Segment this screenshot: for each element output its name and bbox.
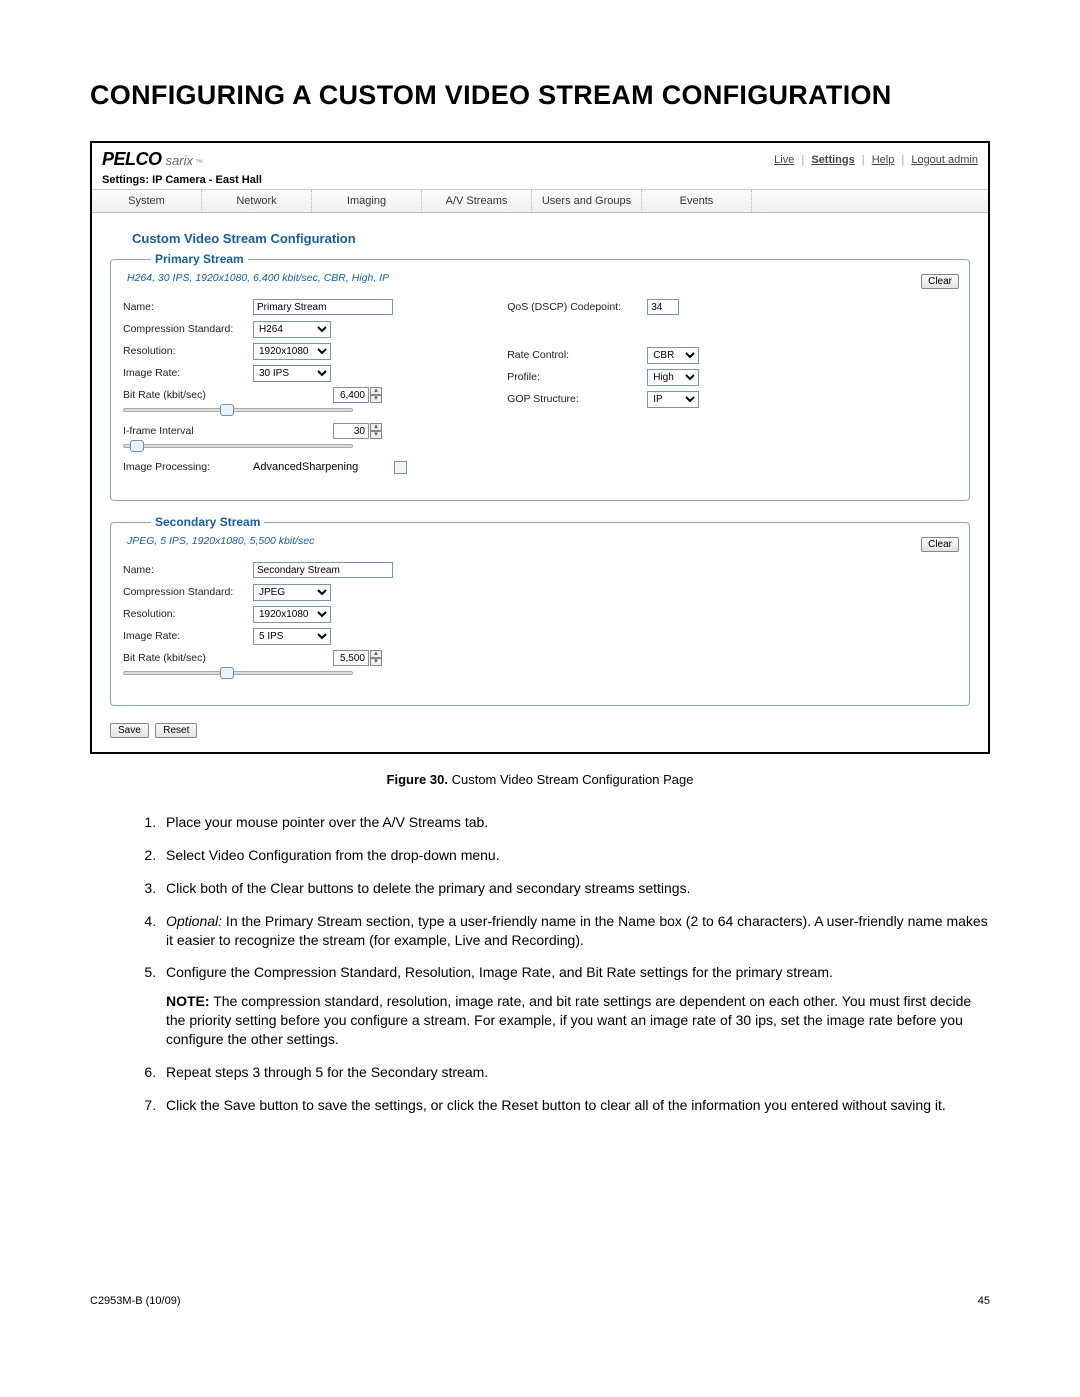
label-primary-compression: Compression Standard:: [123, 323, 253, 335]
spin-down-icon[interactable]: ▾: [370, 431, 382, 439]
link-settings[interactable]: Settings: [811, 154, 854, 166]
label-secondary-image-rate: Image Rate:: [123, 630, 253, 642]
primary-profile-select[interactable]: High: [647, 369, 699, 386]
primary-image-rate-select[interactable]: 30 IPS: [253, 365, 331, 382]
primary-gop-select[interactable]: IP: [647, 391, 699, 408]
primary-bitrate-slider[interactable]: [123, 408, 353, 412]
reset-button[interactable]: Reset: [155, 723, 197, 738]
label-secondary-name: Name:: [123, 564, 253, 576]
label-primary-resolution: Resolution:: [123, 345, 253, 357]
primary-iframe-spinner[interactable]: ▴▾: [333, 423, 382, 439]
logo-tm: ™: [195, 158, 203, 167]
instruction-3: Click both of the Clear buttons to delet…: [160, 879, 990, 898]
nav-tabs: System Network Imaging A/V Streams Users…: [92, 190, 988, 213]
primary-image-proc-value: AdvancedSharpening: [253, 461, 358, 473]
tab-network[interactable]: Network: [202, 190, 312, 212]
spin-down-icon[interactable]: ▾: [370, 395, 382, 403]
tab-imaging[interactable]: Imaging: [312, 190, 422, 212]
primary-iframe-slider[interactable]: [123, 444, 353, 448]
primary-qos-input[interactable]: [647, 299, 679, 315]
secondary-resolution-select[interactable]: 1920x1080: [253, 606, 331, 623]
top-links: Live | Settings | Help | Logout admin: [774, 154, 978, 166]
primary-iframe-input[interactable]: [333, 423, 369, 439]
primary-compression-select[interactable]: H264: [253, 321, 331, 338]
footer-page-num: 45: [978, 1295, 990, 1307]
label-primary-gop: GOP Structure:: [507, 393, 647, 405]
logo-sub: sarix: [166, 153, 193, 168]
instruction-5-note: The compression standard, resolution, im…: [166, 993, 971, 1047]
label-primary-bitrate: Bit Rate (kbit/sec): [123, 389, 253, 401]
label-secondary-resolution: Resolution:: [123, 608, 253, 620]
settings-location: Settings: IP Camera - East Hall: [92, 172, 988, 190]
secondary-clear-button[interactable]: Clear: [921, 537, 959, 552]
secondary-image-rate-select[interactable]: 5 IPS: [253, 628, 331, 645]
secondary-summary: JPEG, 5 IPS, 1920x1080, 5,500 kbit/sec: [127, 535, 957, 547]
secondary-name-input[interactable]: [253, 562, 393, 578]
instructions-list: Place your mouse pointer over the A/V St…: [90, 813, 990, 1115]
logo-main: PELCO: [102, 149, 162, 170]
slider-thumb-icon[interactable]: [220, 404, 234, 416]
secondary-bitrate-slider[interactable]: [123, 671, 353, 675]
primary-resolution-select[interactable]: 1920x1080: [253, 343, 331, 360]
primary-name-input[interactable]: [253, 299, 393, 315]
optional-prefix: Optional:: [166, 913, 222, 929]
spin-up-icon[interactable]: ▴: [370, 387, 382, 395]
figure-label: Figure 30.: [387, 772, 448, 787]
instruction-4: Optional: In the Primary Stream section,…: [160, 912, 990, 950]
tab-system[interactable]: System: [92, 190, 202, 212]
label-primary-image-rate: Image Rate:: [123, 367, 253, 379]
figure-text: Custom Video Stream Configuration Page: [452, 772, 694, 787]
primary-bitrate-input[interactable]: [333, 387, 369, 403]
label-secondary-bitrate: Bit Rate (kbit/sec): [123, 652, 253, 664]
label-primary-name: Name:: [123, 301, 253, 313]
link-help[interactable]: Help: [872, 154, 895, 166]
label-primary-qos: QoS (DSCP) Codepoint:: [507, 301, 647, 313]
save-button[interactable]: Save: [110, 723, 149, 738]
figure-caption: Figure 30. Custom Video Stream Configura…: [90, 772, 990, 787]
label-primary-rate-control: Rate Control:: [507, 349, 647, 361]
primary-rate-control-select[interactable]: CBR: [647, 347, 699, 364]
section-heading: Custom Video Stream Configuration: [132, 231, 970, 246]
screenshot-frame: PELCO sarix ™ Live | Settings | Help | L…: [90, 141, 990, 754]
instruction-5-text: Configure the Compression Standard, Reso…: [166, 964, 833, 980]
secondary-bitrate-input[interactable]: [333, 650, 369, 666]
label-secondary-compression: Compression Standard:: [123, 586, 253, 598]
tab-users-groups[interactable]: Users and Groups: [532, 190, 642, 212]
primary-image-proc-checkbox[interactable]: [394, 461, 407, 474]
spin-down-icon[interactable]: ▾: [370, 658, 382, 666]
primary-clear-button[interactable]: Clear: [921, 274, 959, 289]
footer-doc-id: C2953M-B (10/09): [90, 1295, 181, 1307]
label-primary-image-proc: Image Processing:: [123, 461, 253, 473]
slider-thumb-icon[interactable]: [130, 440, 144, 452]
instruction-1: Place your mouse pointer over the A/V St…: [160, 813, 990, 832]
primary-summary: H264, 30 IPS, 1920x1080, 6,400 kbit/sec,…: [127, 272, 957, 284]
label-primary-profile: Profile:: [507, 371, 647, 383]
link-logout[interactable]: Logout admin: [911, 154, 978, 166]
primary-bitrate-spinner[interactable]: ▴▾: [333, 387, 382, 403]
secondary-bitrate-spinner[interactable]: ▴▾: [333, 650, 382, 666]
instruction-2: Select Video Configuration from the drop…: [160, 846, 990, 865]
instruction-7: Click the Save button to save the settin…: [160, 1096, 990, 1115]
secondary-legend: Secondary Stream: [151, 515, 264, 529]
spin-up-icon[interactable]: ▴: [370, 650, 382, 658]
instruction-5: Configure the Compression Standard, Reso…: [160, 963, 990, 1049]
page-title: CONFIGURING A CUSTOM VIDEO STREAM CONFIG…: [90, 80, 990, 111]
tab-events[interactable]: Events: [642, 190, 752, 212]
note-prefix: NOTE:: [166, 993, 210, 1009]
link-live[interactable]: Live: [774, 154, 794, 166]
primary-stream-fieldset: Primary Stream Clear H264, 30 IPS, 1920x…: [110, 252, 970, 501]
logo: PELCO sarix ™: [102, 149, 203, 170]
instruction-6: Repeat steps 3 through 5 for the Seconda…: [160, 1063, 990, 1082]
slider-thumb-icon[interactable]: [220, 667, 234, 679]
page-footer: C2953M-B (10/09) 45: [90, 1295, 990, 1307]
primary-legend: Primary Stream: [151, 252, 248, 266]
instruction-4-text: In the Primary Stream section, type a us…: [166, 913, 988, 948]
label-primary-iframe: I-frame Interval: [123, 425, 253, 437]
tab-av-streams[interactable]: A/V Streams: [422, 190, 532, 212]
app-header: PELCO sarix ™ Live | Settings | Help | L…: [92, 143, 988, 172]
spin-up-icon[interactable]: ▴: [370, 423, 382, 431]
secondary-compression-select[interactable]: JPEG: [253, 584, 331, 601]
secondary-stream-fieldset: Secondary Stream Clear JPEG, 5 IPS, 1920…: [110, 515, 970, 706]
